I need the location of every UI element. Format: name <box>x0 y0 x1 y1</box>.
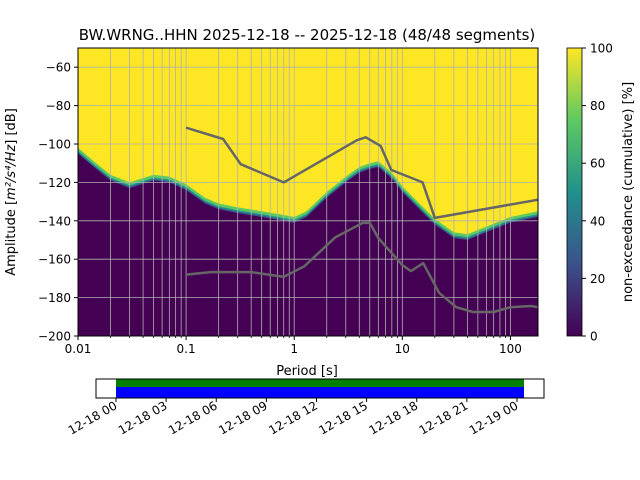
colorbar-tick-label: 40 <box>590 214 605 228</box>
x-tick-label: 0.01 <box>65 342 92 356</box>
coverage-psd-bar <box>116 387 524 398</box>
heatmap-band-floor <box>78 153 538 336</box>
coverage-tick-label: 12-18 06 <box>166 398 220 437</box>
grid-lines <box>78 48 538 336</box>
plot-frame <box>77 47 539 337</box>
coverage-tick-label: 12-18 09 <box>216 398 270 437</box>
colorbar-ticks: 0 20 40 60 80 100 <box>582 42 613 344</box>
x-tick-label: 1 <box>290 342 298 356</box>
y-tick-label: −200 <box>38 330 71 344</box>
coverage-tick-label: 12-18 18 <box>367 398 421 437</box>
x-tick-label: 100 <box>499 342 522 356</box>
colorbar: 0 20 40 60 80 100 non-exceedance (cumulative)… <box>566 42 636 344</box>
x-axis-ticks: 0.01 0.1 1 10 100 <box>65 336 522 356</box>
y-tick-label: −100 <box>38 138 71 152</box>
colorbar-tick-label: 60 <box>590 157 605 171</box>
coverage-data-bar <box>116 379 524 387</box>
psd-heatmap <box>78 48 538 336</box>
y-axis-label-prefix: Amplitude [ <box>4 200 19 276</box>
y-tick-label: −120 <box>38 176 71 190</box>
coverage-frame <box>95 378 545 399</box>
coverage-tick-label: 12-18 12 <box>266 398 320 437</box>
noise-model-nhnm <box>185 126 538 220</box>
coverage-tick-label: 12-18 00 <box>66 398 120 437</box>
x-tick-label: 0.1 <box>177 342 196 356</box>
colorbar-tick-label: 20 <box>590 272 605 286</box>
noise-models <box>185 126 538 314</box>
colorbar-tick-label: 80 <box>590 99 605 113</box>
y-tick-label: −60 <box>46 61 71 75</box>
colorbar-tick-label: 0 <box>590 330 598 344</box>
coverage-tick-label: 12-19 00 <box>467 398 521 437</box>
y-axis-label: Amplitude [m²/s⁴/Hz] [dB] <box>4 108 19 276</box>
coverage-tick-label: 12-18 21 <box>417 398 471 437</box>
y-tick-label: −160 <box>38 253 71 267</box>
coverage-tick-label: 12-18 15 <box>316 398 370 437</box>
y-axis-label-suffix: ] [dB] <box>4 108 19 145</box>
colorbar-label: non-exceedance (cumulative) [%] <box>621 82 636 302</box>
coverage-tick-label: 12-18 03 <box>116 398 170 437</box>
y-tick-label: −140 <box>38 214 71 228</box>
y-tick-label: −180 <box>38 291 71 305</box>
colorbar-gradient <box>566 47 583 337</box>
noise-model-nlnm <box>185 221 538 314</box>
chart-title: BW.WRNG..HHN 2025-12-18 -- 2025-12-18 (4… <box>79 26 536 44</box>
y-axis-ticks: −60 −80 −100 −120 −140 −160 −180 −200 <box>38 61 78 344</box>
x-axis-label: Period [s] <box>276 364 338 379</box>
y-axis-label-units: m²/s⁴/Hz <box>4 144 19 200</box>
colorbar-tick-label: 100 <box>590 42 613 56</box>
x-tick-label: 10 <box>395 342 410 356</box>
y-tick-label: −80 <box>46 99 71 113</box>
